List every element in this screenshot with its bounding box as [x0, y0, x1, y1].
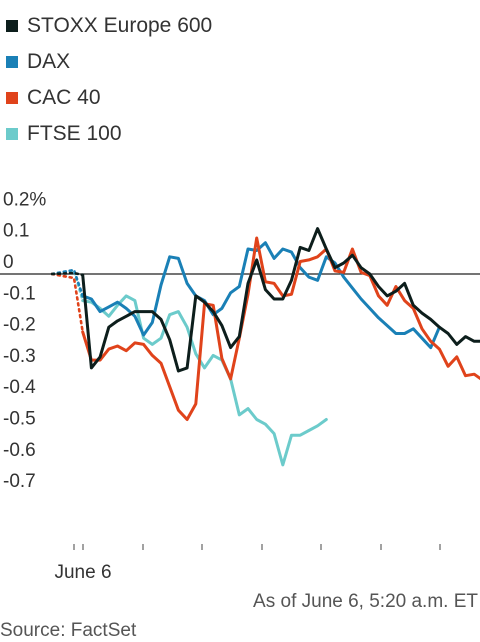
- y-tick-label: 0.1: [3, 221, 29, 242]
- as-of-note: As of June 6, 5:20 a.m. ET: [253, 591, 478, 612]
- legend-swatch-dax: [6, 56, 18, 68]
- y-tick-label: -0.2: [3, 315, 36, 336]
- y-tick-label: -0.6: [3, 440, 36, 461]
- y-tick-label: 0.2%: [3, 189, 46, 210]
- legend-label-stoxx: STOXX Europe 600: [27, 14, 213, 37]
- y-tick-label: -0.4: [3, 377, 36, 398]
- series-line-cac-40: [81, 236, 480, 421]
- series-line-dax: [81, 241, 441, 350]
- y-tick-label: -0.5: [3, 409, 36, 430]
- legend-label-dax: DAX: [27, 50, 71, 73]
- legend-label-ftse: FTSE 100: [27, 122, 122, 145]
- line-chart: 0.2% 0.1 0 -0.1 -0.2 -0.3 -0.4 -0.5 -0.6 -0.7 June…: [0, 189, 480, 583]
- series-line-ftse-100: [81, 294, 328, 467]
- series-line-stoxx-europe-600: [81, 227, 480, 373]
- legend-label-cac: CAC 40: [27, 86, 101, 109]
- legend-swatch-stoxx: [6, 20, 18, 32]
- legend-item-ftse: FTSE 100: [6, 116, 212, 152]
- legend-item-dax: DAX: [6, 44, 212, 80]
- y-tick-label: -0.1: [3, 283, 36, 304]
- legend-swatch-cac: [6, 92, 18, 104]
- source-note: Source: FactSet: [0, 620, 137, 641]
- legend-item-stoxx: STOXX Europe 600: [6, 8, 212, 44]
- y-tick-label: -0.3: [3, 346, 36, 367]
- legend-swatch-ftse: [6, 128, 18, 140]
- series-lead-in-cac-40: [50, 272, 84, 334]
- y-tick-label: 0: [3, 252, 14, 273]
- x-tick-label: June 6: [54, 562, 111, 583]
- series-lead-in-stoxx-europe-600: [50, 271, 84, 277]
- y-tick-label: -0.7: [3, 471, 36, 492]
- chart-legend: STOXX Europe 600 DAX CAC 40 FTSE 100: [6, 8, 212, 152]
- legend-item-cac: CAC 40: [6, 80, 212, 116]
